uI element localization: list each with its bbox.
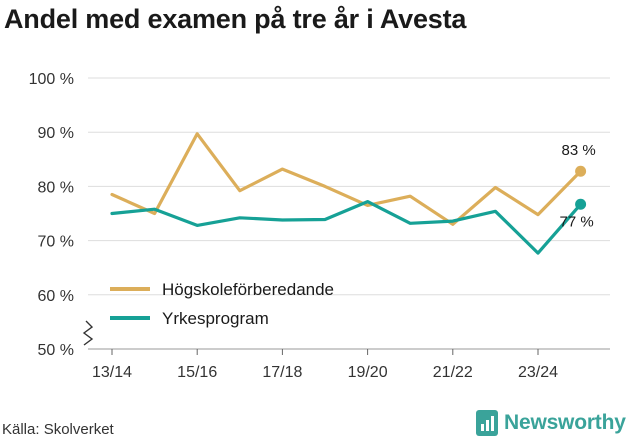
brand-logo: Newsworthy bbox=[476, 408, 626, 438]
newsworthy-logo-icon bbox=[476, 410, 498, 436]
legend: Högskoleförberedande Yrkesprogram bbox=[110, 280, 334, 328]
x-tick-label: 15/16 bbox=[177, 364, 217, 381]
y-tick-label: 60 % bbox=[38, 288, 74, 305]
end-label-yrkes: 77 % bbox=[559, 213, 593, 230]
y-tick-label: 50 % bbox=[38, 342, 74, 359]
y-axis-ticks: 50 % 60 % 70 % 80 % 90 % 100 % bbox=[29, 71, 74, 359]
legend-label-yrkes: Yrkesprogram bbox=[162, 309, 269, 328]
y-tick-label: 90 % bbox=[38, 125, 74, 142]
end-point-hogskole bbox=[575, 166, 586, 177]
x-axis-ticks: 13/14 15/16 17/18 19/20 21/22 23/24 bbox=[92, 349, 558, 381]
y-tick-label: 80 % bbox=[38, 179, 74, 196]
axis-break-icon bbox=[84, 321, 92, 345]
source-note: Källa: Skolverket bbox=[2, 421, 114, 438]
series-line-yrkes bbox=[112, 202, 581, 254]
x-tick-label: 21/22 bbox=[433, 364, 473, 381]
x-tick-label: 17/18 bbox=[262, 364, 302, 381]
series-lines bbox=[112, 134, 586, 253]
end-point-yrkes bbox=[575, 199, 586, 210]
legend-label-hogskole: Högskoleförberedande bbox=[162, 280, 334, 299]
x-tick-label: 23/24 bbox=[518, 364, 558, 381]
y-tick-label: 70 % bbox=[38, 234, 74, 251]
end-label-hogskole: 83 % bbox=[561, 142, 595, 159]
brand-name: Newsworthy bbox=[504, 411, 626, 435]
x-tick-label: 19/20 bbox=[348, 364, 388, 381]
y-tick-label: 100 % bbox=[29, 71, 74, 88]
x-tick-label: 13/14 bbox=[92, 364, 132, 381]
